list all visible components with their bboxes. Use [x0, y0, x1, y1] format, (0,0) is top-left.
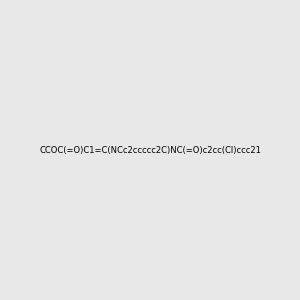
Text: CCOC(=O)C1=C(NCc2ccccc2C)NC(=O)c2cc(Cl)ccc21: CCOC(=O)C1=C(NCc2ccccc2C)NC(=O)c2cc(Cl)c… [39, 146, 261, 154]
